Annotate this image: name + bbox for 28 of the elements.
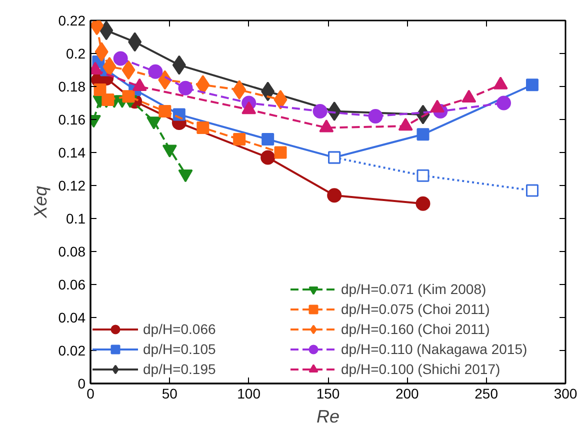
y-tick-label: 0.16 (58, 112, 86, 128)
y-tick-label: 0.22 (58, 12, 86, 28)
x-tick-label: 250 (474, 386, 498, 402)
y-tick-label: 0.18 (58, 78, 86, 94)
y-tick-label: 0.02 (58, 342, 86, 358)
legend-label: dp/H=0.071 (Kim 2008) (341, 281, 486, 297)
y-tick-label: 0.04 (58, 310, 86, 326)
x-tick-label: 300 (554, 386, 577, 402)
y-tick-label: 0.08 (58, 244, 86, 260)
x-tick-label: 200 (395, 386, 420, 402)
x-tick-label: 100 (237, 386, 261, 402)
legend-label: dp/H=0.100 (Shichi 2017) (341, 361, 500, 377)
legend-label: dp/H=0.075 (Choi 2011) (341, 301, 490, 317)
y-tick-label: 0.06 (58, 276, 86, 292)
x-axis-title: Re (316, 406, 340, 426)
legend-label: dp/H=0.066 (143, 321, 216, 337)
x-tick-label: 150 (316, 386, 340, 402)
y-tick-label: 0.12 (58, 178, 86, 194)
legend-label: dp/H=0.160 (Choi 2011) (341, 321, 490, 337)
y-tick-label: 0 (78, 376, 86, 392)
legend-label: dp/H=0.105 (143, 341, 216, 357)
y-axis-title: Xeq (30, 186, 50, 220)
x-tick-label: 50 (162, 386, 178, 402)
y-tick-label: 0.1 (66, 210, 86, 226)
y-tick-label: 0.2 (66, 46, 86, 62)
legend-label: dp/H=0.110 (Nakagawa 2015) (341, 341, 528, 357)
y-tick-label: 0.14 (58, 144, 86, 160)
legend-label: dp/H=0.195 (143, 361, 216, 377)
